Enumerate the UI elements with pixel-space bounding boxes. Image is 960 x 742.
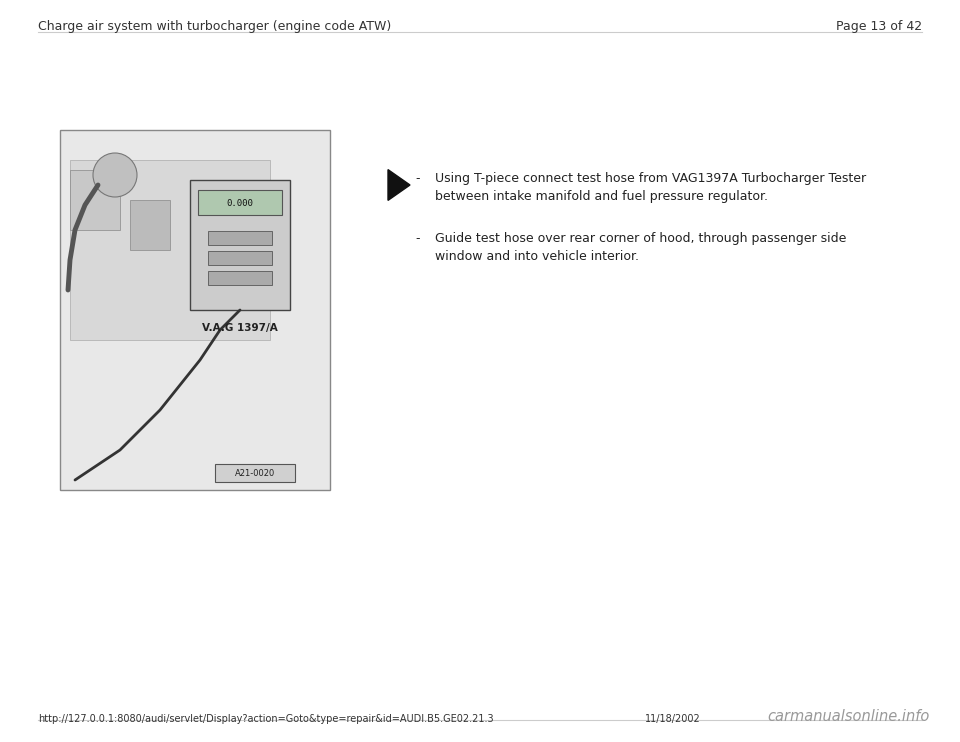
Text: V.A.G 1397/A: V.A.G 1397/A [203, 323, 277, 333]
Text: 0.000: 0.000 [227, 199, 253, 208]
Text: -: - [415, 232, 420, 245]
Text: Charge air system with turbocharger (engine code ATW): Charge air system with turbocharger (eng… [38, 20, 392, 33]
Bar [60, 130, 330, 490]
Bar [198, 190, 282, 215]
Bar [208, 271, 272, 285]
Bar [208, 231, 272, 245]
Text: Guide test hose over rear corner of hood, through passenger side
window and into: Guide test hose over rear corner of hood… [435, 232, 847, 263]
Polygon shape [388, 170, 410, 200]
Bar [215, 464, 295, 482]
Bar [70, 160, 270, 340]
Bar [208, 251, 272, 265]
Text: Page 13 of 42: Page 13 of 42 [836, 20, 922, 33]
Circle shape [93, 153, 137, 197]
Bar [130, 200, 170, 250]
Text: -: - [415, 172, 420, 185]
Text: Using T-piece connect test hose from VAG1397A Turbocharger Tester
between intake: Using T-piece connect test hose from VAG… [435, 172, 866, 203]
Text: http://127.0.0.1:8080/audi/servlet/Display?action=Goto&type=repair&id=AUDI.B5.GE: http://127.0.0.1:8080/audi/servlet/Displ… [38, 714, 493, 724]
Bar [190, 180, 290, 310]
Text: carmanualsonline.info: carmanualsonline.info [768, 709, 930, 724]
Text: A21-0020: A21-0020 [235, 468, 276, 478]
Text: 11/18/2002: 11/18/2002 [645, 714, 701, 724]
Bar [70, 170, 120, 230]
